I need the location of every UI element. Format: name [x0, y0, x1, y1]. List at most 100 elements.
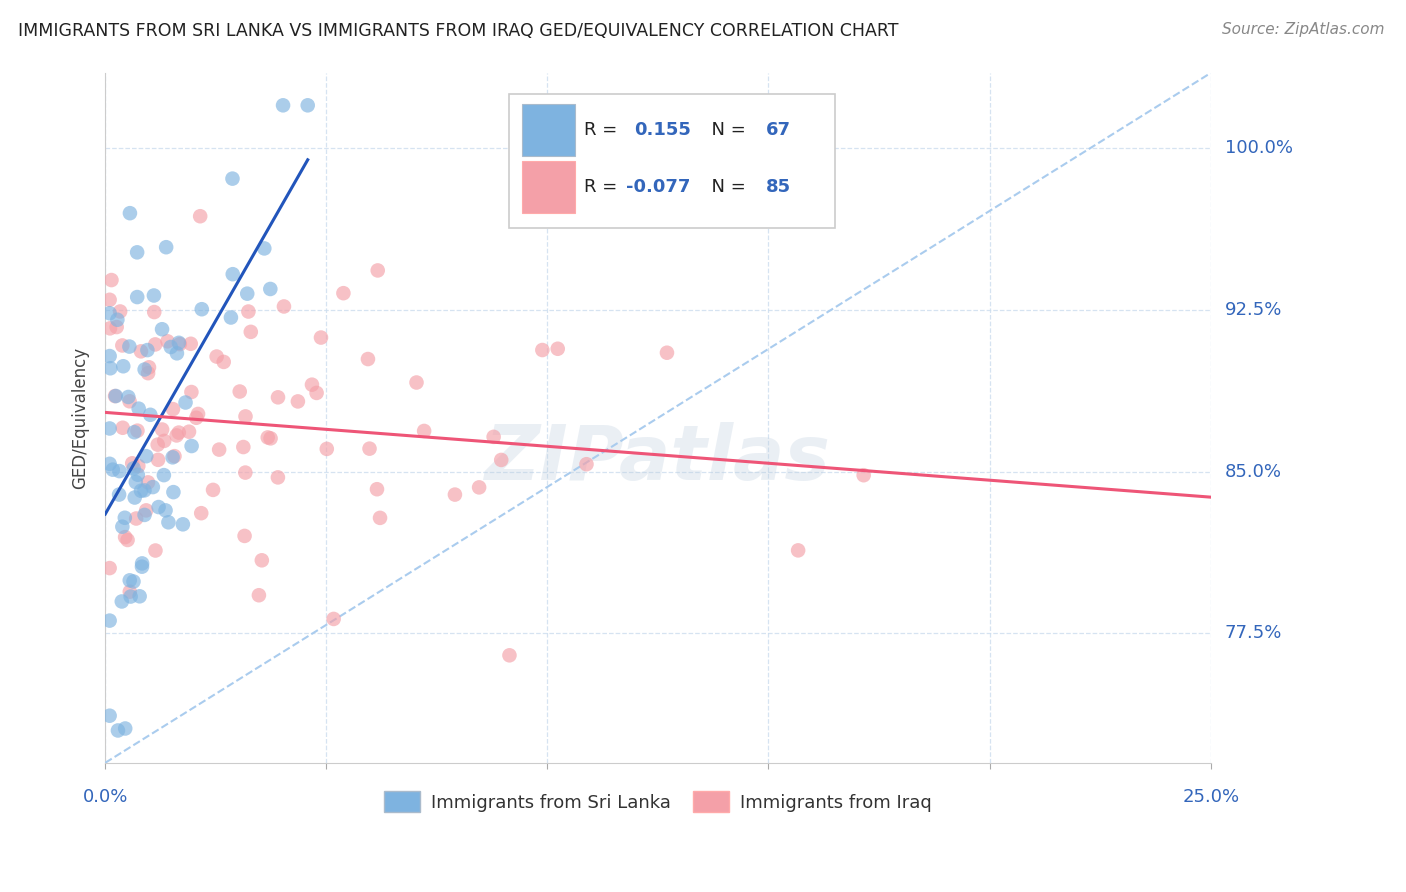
Point [117, 533, 139, 547]
Point [357, 352, 380, 367]
Point [444, 487, 467, 501]
Text: 85: 85 [766, 178, 792, 196]
Text: -0.077: -0.077 [626, 178, 690, 196]
Point [107, 723, 129, 738]
Point [131, 557, 153, 571]
Point [134, 362, 156, 376]
Point [98, 361, 121, 376]
Point [124, 491, 146, 505]
Point [233, 466, 256, 480]
Point [267, 390, 290, 404]
Point [309, 330, 332, 344]
Legend: Immigrants from Sri Lanka, Immigrants from Iraq: Immigrants from Sri Lanka, Immigrants fr… [377, 784, 939, 820]
Point [98, 614, 121, 628]
Point [239, 325, 262, 339]
Point [100, 273, 122, 287]
Point [233, 529, 256, 543]
Point [162, 450, 184, 465]
Point [155, 503, 177, 517]
Point [127, 467, 149, 482]
Point [114, 722, 136, 736]
Point [315, 442, 337, 456]
Point [235, 409, 257, 424]
Point [256, 430, 278, 444]
Point [238, 304, 260, 318]
Point [131, 559, 153, 574]
Point [101, 463, 124, 477]
Point [229, 384, 252, 399]
Point [166, 428, 188, 442]
Point [852, 468, 875, 483]
Point [405, 376, 427, 390]
Point [127, 290, 149, 304]
Point [156, 334, 179, 349]
Point [187, 407, 209, 421]
Point [121, 456, 143, 470]
FancyBboxPatch shape [522, 104, 575, 156]
Point [180, 384, 202, 399]
Point [159, 340, 181, 354]
Point [301, 377, 323, 392]
Point [157, 516, 180, 530]
Point [136, 366, 159, 380]
FancyBboxPatch shape [522, 161, 575, 213]
Point [125, 511, 148, 525]
Point [136, 475, 159, 490]
Point [359, 442, 381, 456]
Point [367, 263, 389, 277]
Text: 25.0%: 25.0% [1182, 788, 1239, 805]
Point [142, 480, 165, 494]
Text: 100.0%: 100.0% [1225, 139, 1292, 157]
Point [105, 320, 128, 334]
Point [135, 503, 157, 517]
Point [153, 434, 176, 448]
Point [98, 321, 121, 335]
Point [127, 424, 149, 438]
Point [143, 337, 166, 351]
Point [259, 431, 281, 445]
Point [111, 421, 134, 435]
Point [124, 425, 146, 440]
Point [114, 530, 136, 544]
Text: 0.155: 0.155 [634, 121, 690, 139]
Point [128, 401, 150, 416]
Point [118, 206, 141, 220]
Point [174, 395, 197, 409]
Point [219, 310, 242, 325]
Point [148, 500, 170, 514]
Point [190, 506, 212, 520]
Text: 92.5%: 92.5% [1225, 301, 1282, 319]
Point [180, 439, 202, 453]
Point [117, 390, 139, 404]
Point [98, 561, 121, 575]
Point [150, 322, 173, 336]
Point [108, 304, 131, 318]
Point [125, 475, 148, 489]
Point [222, 267, 245, 281]
Point [138, 360, 160, 375]
Point [287, 394, 309, 409]
Point [142, 288, 165, 302]
Point [136, 343, 159, 357]
Point [221, 171, 243, 186]
Point [98, 293, 121, 307]
Point [297, 98, 319, 112]
Point [247, 588, 270, 602]
Point [139, 408, 162, 422]
Point [146, 437, 169, 451]
Point [111, 594, 134, 608]
Point [150, 423, 173, 437]
Point [162, 402, 184, 417]
Point [120, 590, 142, 604]
Point [366, 482, 388, 496]
Point [332, 286, 354, 301]
Point [413, 424, 436, 438]
Point [155, 240, 177, 254]
Point [145, 543, 167, 558]
Text: Source: ZipAtlas.com: Source: ZipAtlas.com [1222, 22, 1385, 37]
Text: IMMIGRANTS FROM SRI LANKA VS IMMIGRANTS FROM IRAQ GED/EQUIVALENCY CORRELATION CH: IMMIGRANTS FROM SRI LANKA VS IMMIGRANTS … [18, 22, 898, 40]
Text: N =: N = [700, 178, 751, 196]
Point [305, 385, 328, 400]
Point [98, 421, 121, 435]
Point [547, 342, 569, 356]
